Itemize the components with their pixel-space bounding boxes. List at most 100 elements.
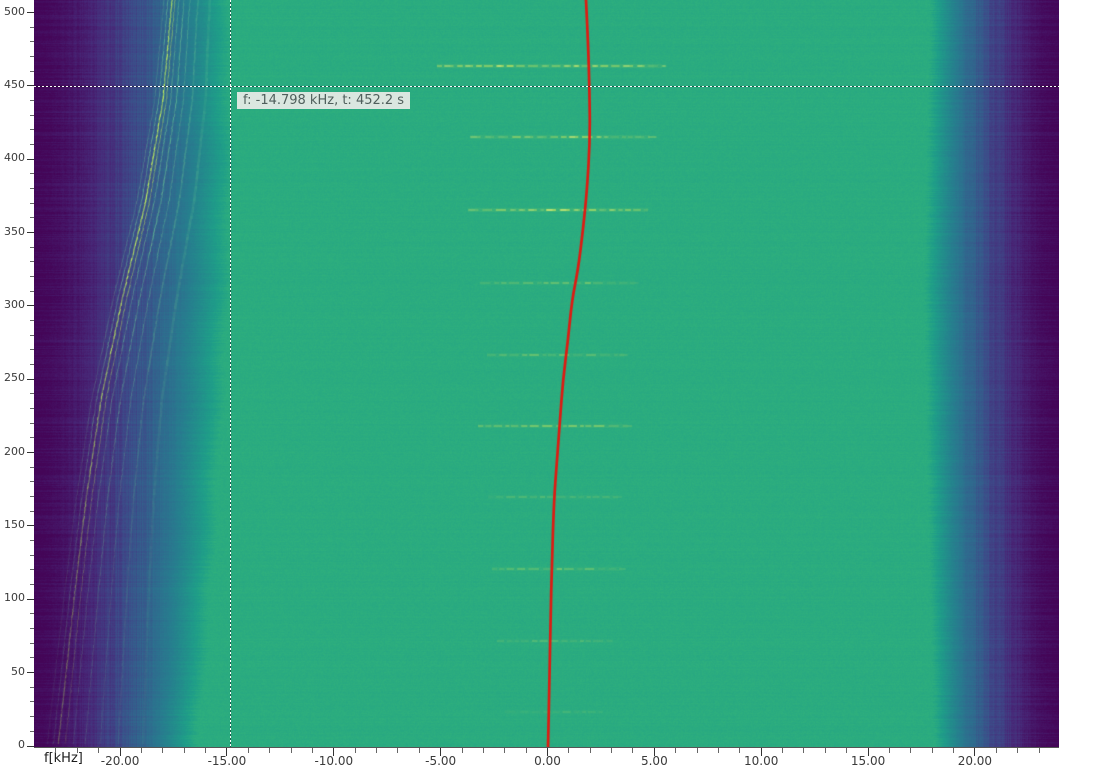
x-minor-tick <box>162 748 164 753</box>
y-major-tick <box>27 158 34 160</box>
y-minor-tick <box>30 554 34 556</box>
y-major-tick <box>27 672 34 674</box>
y-minor-tick <box>30 408 34 410</box>
x-tick-label: 10.00 <box>744 754 779 768</box>
x-minor-tick <box>205 748 207 753</box>
y-minor-tick <box>30 188 34 190</box>
y-tick-label: 50 <box>11 664 25 678</box>
y-minor-tick <box>30 716 34 718</box>
y-major-tick <box>27 525 34 527</box>
x-minor-tick <box>995 748 997 753</box>
x-minor-tick <box>782 748 784 753</box>
x-minor-tick <box>397 748 399 753</box>
x-minor-tick <box>589 748 591 753</box>
y-minor-tick <box>30 334 34 336</box>
x-minor-tick <box>910 748 912 753</box>
y-minor-tick <box>30 730 34 732</box>
crosshair-horizontal-line <box>34 86 1059 87</box>
x-minor-tick <box>953 748 955 753</box>
x-major-tick <box>440 748 442 756</box>
x-minor-tick <box>888 748 890 753</box>
y-minor-tick <box>30 628 34 630</box>
x-minor-tick <box>183 748 185 753</box>
x-minor-tick <box>611 748 613 753</box>
y-major-tick <box>27 598 34 600</box>
y-minor-tick <box>30 217 34 219</box>
y-major-tick <box>27 452 34 454</box>
crosshair-vertical-line <box>230 0 231 747</box>
y-tick-label: 350 <box>4 224 25 238</box>
x-minor-tick <box>717 748 719 753</box>
x-minor-tick <box>140 748 142 753</box>
y-minor-tick <box>30 144 34 146</box>
y-minor-tick <box>30 290 34 292</box>
x-tick-label: -5.00 <box>425 754 457 768</box>
y-minor-tick <box>30 202 34 204</box>
x-minor-tick <box>568 748 570 753</box>
y-tick-label: 100 <box>4 591 25 605</box>
y-major-tick <box>27 378 34 380</box>
y-minor-tick <box>30 129 34 131</box>
x-minor-tick <box>504 748 506 753</box>
y-minor-tick <box>30 642 34 644</box>
y-tick-label: 200 <box>4 444 25 458</box>
y-tick-label: 300 <box>4 297 25 311</box>
y-tick-label: 400 <box>4 151 25 165</box>
x-major-tick <box>867 748 869 756</box>
x-major-tick <box>333 748 335 756</box>
x-major-tick <box>974 748 976 756</box>
y-minor-tick <box>30 686 34 688</box>
x-minor-tick <box>461 748 463 753</box>
x-tick-label: 20.00 <box>957 754 993 768</box>
x-tick-label: -15.00 <box>207 754 247 768</box>
x-minor-tick <box>76 748 78 753</box>
y-tick-label: 150 <box>4 517 25 531</box>
x-minor-tick <box>98 748 100 753</box>
x-minor-tick <box>55 748 57 753</box>
x-minor-tick <box>632 748 634 753</box>
y-minor-tick <box>30 422 34 424</box>
x-tick-label: 0.00 <box>534 754 561 768</box>
spectrogram-canvas[interactable] <box>34 0 1059 747</box>
x-minor-tick <box>376 748 378 753</box>
x-minor-tick <box>525 748 527 753</box>
y-major-tick <box>27 12 34 14</box>
x-minor-tick <box>1038 748 1040 753</box>
y-major-tick <box>27 305 34 307</box>
y-minor-tick <box>30 540 34 542</box>
y-minor-tick <box>30 496 34 498</box>
y-minor-tick <box>30 26 34 28</box>
x-minor-tick <box>247 748 249 753</box>
spectrogram-plot-area[interactable]: f: -14.798 kHz, t: 452.2 s <box>34 0 1059 748</box>
y-minor-tick <box>30 657 34 659</box>
y-minor-tick <box>30 261 34 263</box>
y-major-tick <box>27 232 34 234</box>
y-tick-label: 250 <box>4 371 25 385</box>
x-minor-tick <box>418 748 420 753</box>
x-tick-label: -20.00 <box>100 754 140 768</box>
y-major-tick <box>27 85 34 87</box>
x-major-tick <box>760 748 762 756</box>
x-minor-tick <box>803 748 805 753</box>
x-minor-tick <box>311 748 313 753</box>
y-minor-tick <box>30 320 34 322</box>
y-minor-tick <box>30 100 34 102</box>
y-tick-label: 500 <box>4 4 25 18</box>
x-major-tick <box>119 748 121 756</box>
y-minor-tick <box>30 56 34 58</box>
y-minor-tick <box>30 466 34 468</box>
y-tick-label: 450 <box>4 77 25 91</box>
y-minor-tick <box>30 613 34 615</box>
y-minor-tick <box>30 114 34 116</box>
y-minor-tick <box>30 349 34 351</box>
x-minor-tick <box>354 748 356 753</box>
y-minor-tick <box>30 510 34 512</box>
y-minor-tick <box>30 569 34 571</box>
y-minor-tick <box>30 41 34 43</box>
y-minor-tick <box>30 173 34 175</box>
y-minor-tick <box>30 364 34 366</box>
y-minor-tick <box>30 701 34 703</box>
y-minor-tick <box>30 437 34 439</box>
time-axis: 0 50 100 150 200 250 300 350 400 450 500 <box>0 0 34 751</box>
x-minor-tick <box>482 748 484 753</box>
